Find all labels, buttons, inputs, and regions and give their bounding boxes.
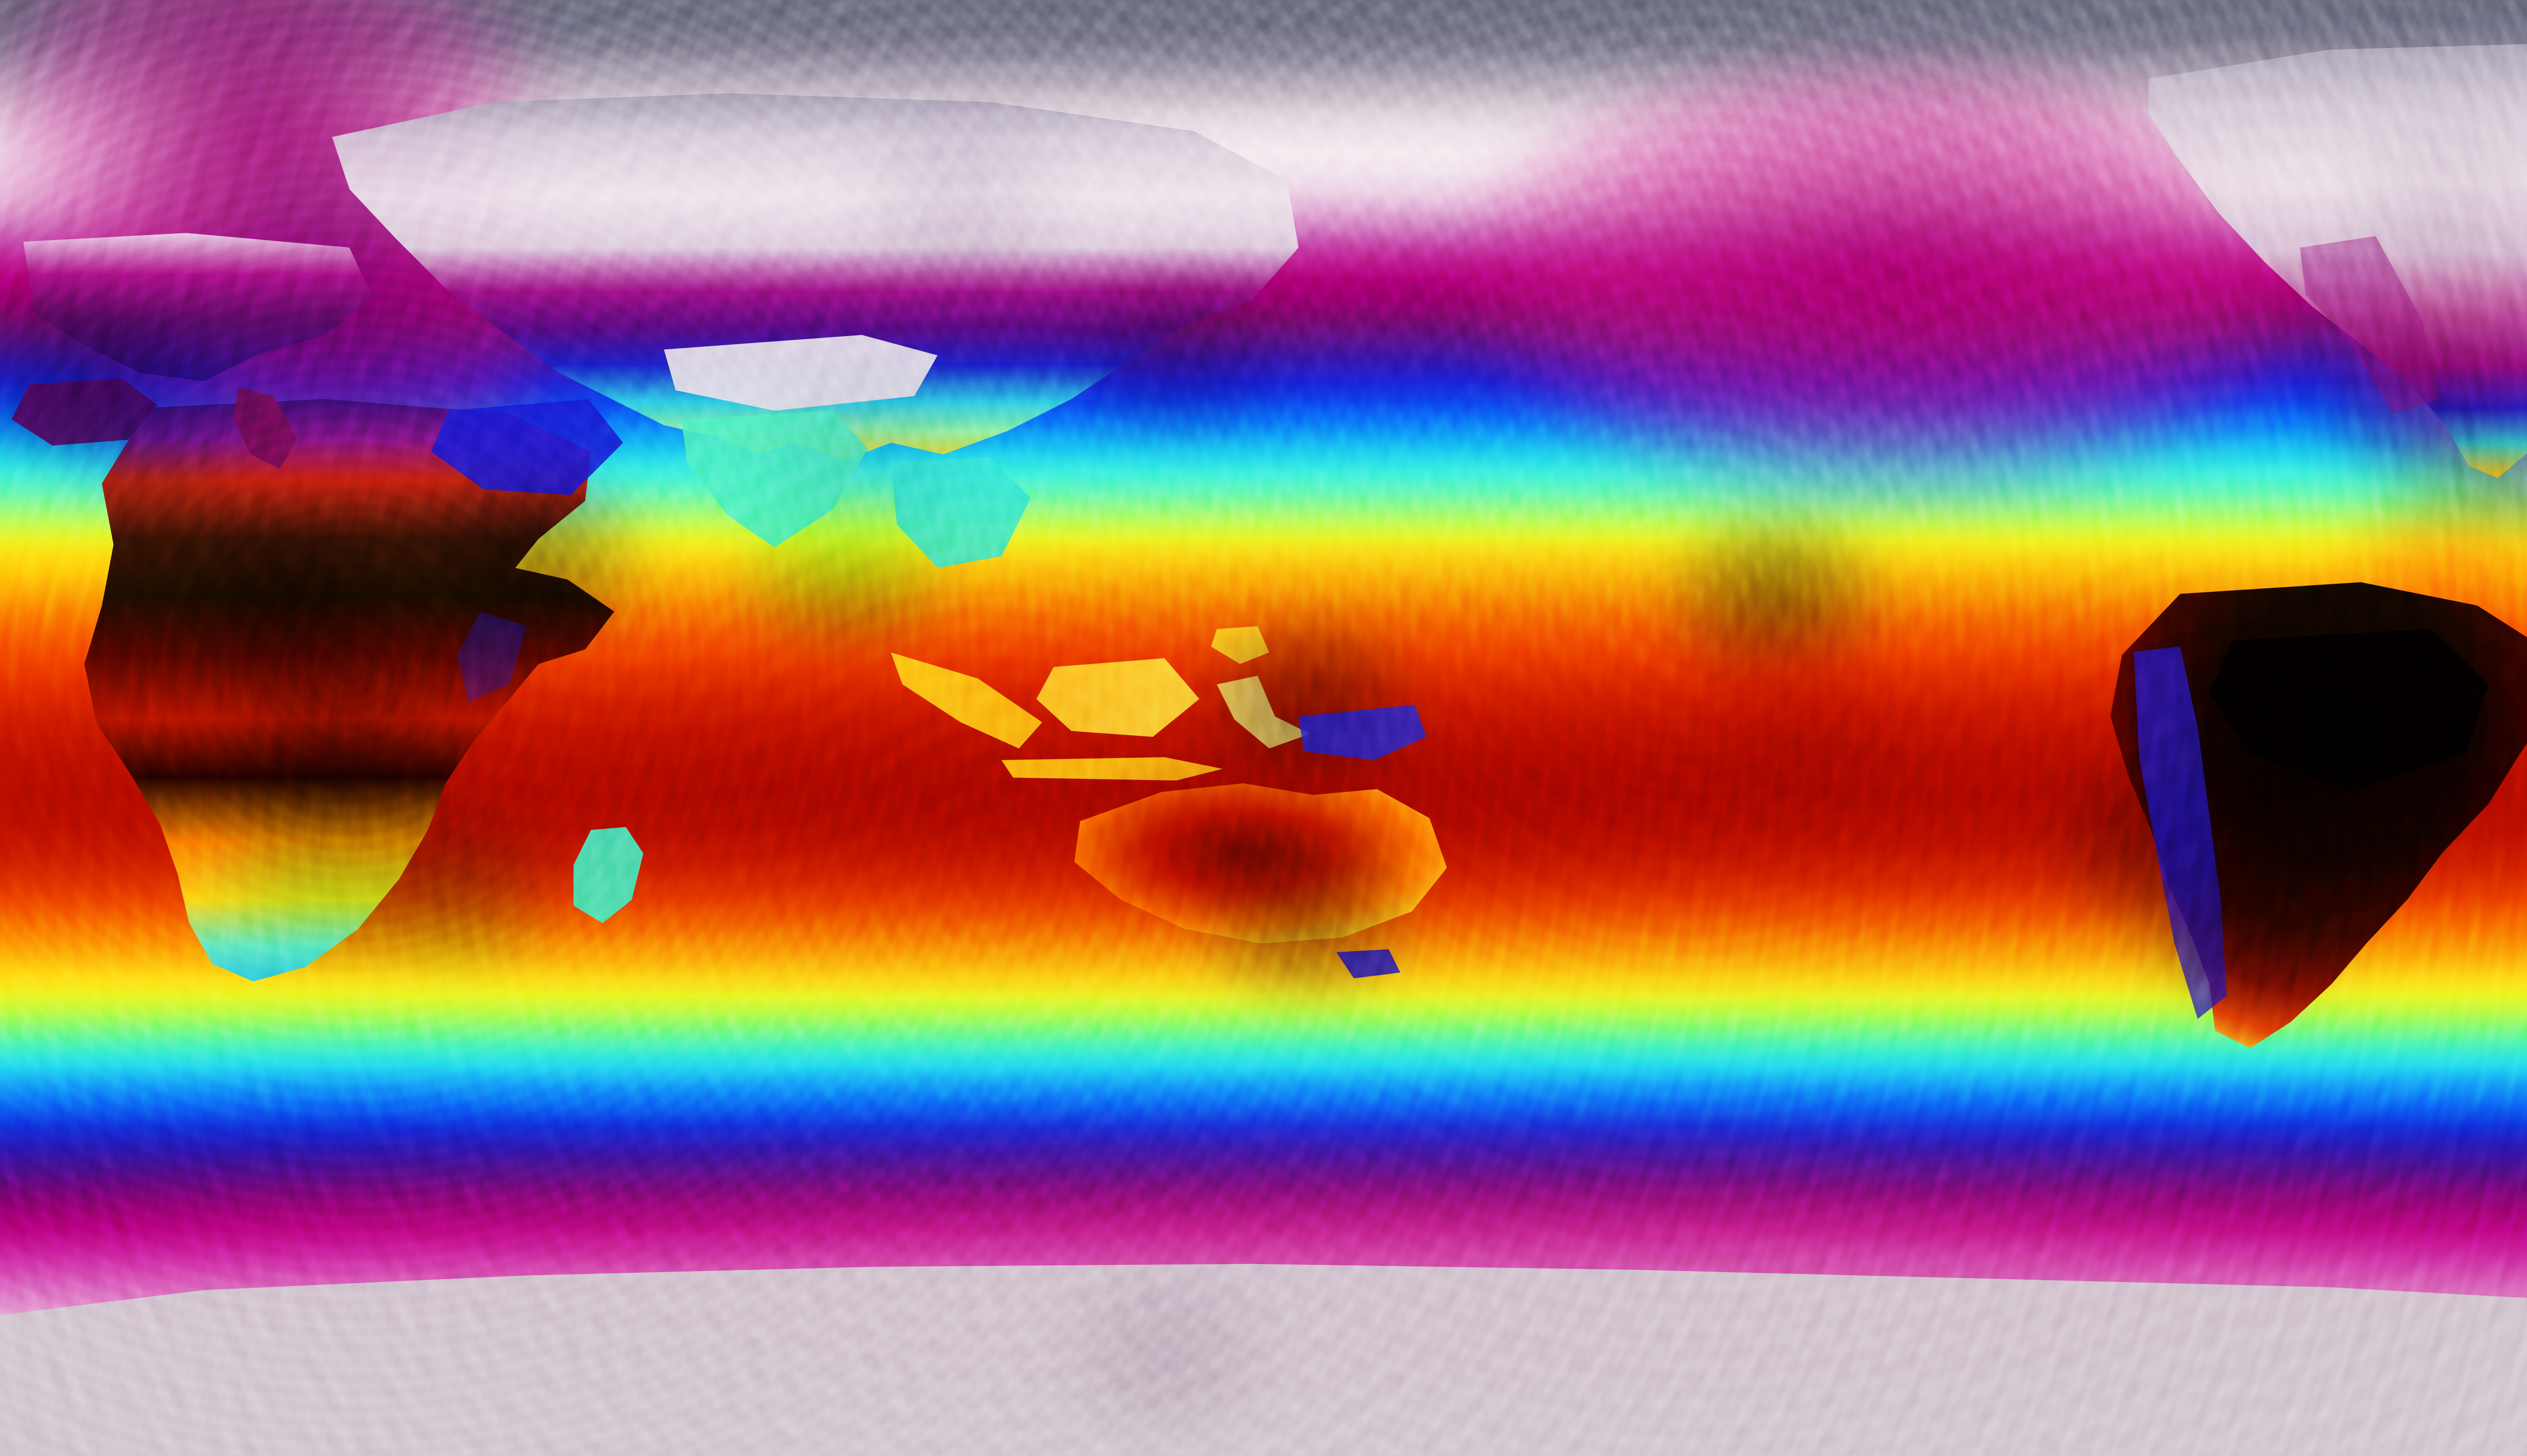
feature-arctic-canada xyxy=(2314,123,2527,284)
africa-landmass xyxy=(84,399,615,981)
new-guinea-landmass xyxy=(1298,704,1427,760)
feature-indonesia xyxy=(917,619,1179,779)
arabia-landmass xyxy=(431,399,623,495)
southeast-asia-landmass xyxy=(891,457,1031,568)
antarctica-landmass xyxy=(0,1263,2527,1456)
feature-antarctic-plateau xyxy=(1033,1274,1296,1434)
feature-indian-subcontinent xyxy=(713,488,975,648)
sulawesi-landmass xyxy=(1216,675,1310,748)
continent-europe xyxy=(0,232,379,495)
feature-sahara-sahel xyxy=(160,531,423,692)
feature-hawaii xyxy=(1645,516,1907,677)
australia-landmass xyxy=(1074,783,1447,944)
java-landmass xyxy=(1001,757,1223,781)
feature-australia-southeast xyxy=(1173,837,1435,998)
madagascar-landmass xyxy=(573,827,643,923)
andes-cordillera-strip xyxy=(2134,646,2227,1019)
rockies-cold-strip xyxy=(2300,236,2440,414)
sumatra-landmass xyxy=(891,652,1043,748)
feature-arabian-peninsula xyxy=(407,473,670,634)
feature-mediterranean-basin xyxy=(14,327,277,488)
feature-madagascar xyxy=(320,808,582,968)
iberia-landmass xyxy=(12,379,158,446)
region-indonesia xyxy=(873,626,1427,816)
feature-siberia xyxy=(829,123,1092,284)
feature-andes-cordillera xyxy=(2029,764,2291,925)
feature-iberia xyxy=(0,298,204,459)
north-america-landmass xyxy=(2148,43,2527,478)
feature-north-pacific-warm xyxy=(1673,648,1936,808)
feature-tibetan-plateau xyxy=(727,371,990,532)
feature-north-america-west xyxy=(2285,313,2527,474)
philippines-landmass xyxy=(1211,626,1270,664)
india-subcontinent xyxy=(681,410,868,548)
feature-australia-interior xyxy=(1062,764,1325,925)
africa-rift-highlands xyxy=(457,612,527,702)
feature-new-guinea xyxy=(1179,626,1441,786)
italy-landmass xyxy=(232,387,297,469)
continent-antarctica xyxy=(0,1238,2527,1456)
feature-congo-basin xyxy=(204,677,466,837)
continent-asia xyxy=(320,87,1310,699)
continent-australia xyxy=(1034,757,1470,990)
europe-landmass xyxy=(23,232,373,382)
feature-southern-africa xyxy=(189,801,451,961)
feature-amazon-basin xyxy=(2154,677,2416,837)
continent-africa xyxy=(73,393,684,1034)
asia-landmass xyxy=(332,93,1298,460)
feature-south-america-south xyxy=(2110,837,2373,998)
tasmania-landmass xyxy=(1336,949,1400,979)
continent-south-america xyxy=(2081,582,2527,1092)
amazon-darkest-core xyxy=(2209,629,2489,792)
borneo-landmass xyxy=(1036,658,1200,737)
tibetan-plateau-highlight xyxy=(664,335,938,411)
continent-north-america xyxy=(2125,29,2527,583)
feature-central-america xyxy=(2314,502,2527,663)
feature-japan-east-asia xyxy=(1048,269,1310,430)
